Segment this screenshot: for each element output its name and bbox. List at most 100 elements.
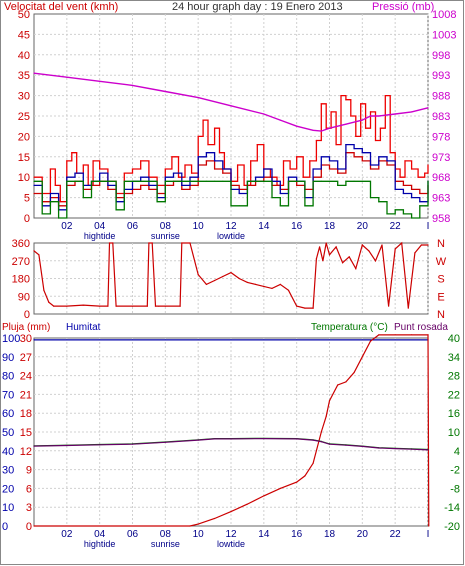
avg-series-point	[172, 172, 175, 174]
avg-series-point	[214, 160, 216, 162]
wind-series-point	[222, 172, 224, 174]
min-series-point	[90, 180, 93, 182]
gust-series-point	[207, 144, 209, 146]
wind-direction-series-point	[361, 244, 363, 246]
pressure-tick-label: 978	[432, 131, 450, 143]
pressure-series-point	[320, 130, 322, 132]
wind-direction-series-point	[255, 283, 257, 285]
pressure-series-point	[197, 97, 199, 99]
hour-tick-label: 06	[127, 529, 139, 540]
wind-direction-series-point	[342, 262, 344, 264]
min-series-point	[230, 205, 232, 207]
humidity-tick-label: 50	[2, 427, 14, 439]
gust-series-point	[250, 160, 252, 162]
wind-direction-series-point	[148, 242, 150, 244]
wind-direction-series-point	[112, 242, 114, 244]
direction-series	[33, 241, 429, 309]
wind-direction-series-point	[154, 305, 157, 307]
min-series	[34, 180, 429, 219]
rain-series-point	[320, 431, 322, 433]
avg-series-point	[33, 184, 35, 186]
pressure-axis-title: Pressió (mb)	[372, 1, 434, 13]
min-series-point	[172, 180, 175, 182]
dewpoint-series-point	[312, 439, 314, 441]
wind-series-point	[411, 188, 413, 190]
direction-tick-label: 180	[12, 274, 30, 286]
humidity-tick-label: 100	[2, 333, 20, 345]
wind-tick-label: 15	[18, 152, 30, 164]
pressure-series-point	[411, 111, 413, 113]
gust-series-point	[325, 127, 327, 129]
min-series-point	[312, 180, 314, 182]
wind-direction-series-point	[230, 272, 232, 274]
wind-series-point	[369, 168, 372, 170]
avg-series-point	[287, 176, 290, 178]
rain-series-point	[325, 415, 327, 417]
humidity-ticks: 0 10 20 30 40 50 60 70 80 90 100	[2, 333, 20, 533]
wind-direction-series-point	[222, 275, 224, 278]
wind-direction-series-point	[420, 244, 422, 246]
min-series-point	[402, 213, 404, 215]
wind-direction-series-point	[322, 260, 324, 262]
avg-series-point	[66, 176, 68, 178]
wind-direction-series-point	[296, 305, 298, 307]
avg-series-point	[411, 197, 413, 199]
wind-direction-series-point	[158, 305, 160, 307]
rain-tick-label: 18	[20, 408, 32, 420]
gust-series-point	[289, 168, 291, 170]
temperature-tick-label: 28	[448, 371, 460, 383]
direction-degree-ticks: 0 90 180 270 360	[12, 238, 30, 321]
gust-series-point	[202, 119, 204, 121]
tide-sun-annotations-bottom: hightide sunrise lowtide	[84, 539, 245, 549]
min-series-point	[49, 201, 52, 203]
min-series-point	[74, 180, 76, 182]
hour-tick-label: 20	[357, 221, 369, 232]
hour-ticks-bottom: 02 04 06 08 10 12 14 16 18 20 22 I	[61, 529, 429, 540]
humidity-tick-label: 10	[2, 502, 14, 514]
rain-series-point	[328, 400, 331, 402]
humidity-tick-label: 40	[2, 446, 14, 458]
temperature-tick-label: 22	[448, 389, 460, 401]
pressure-series-point	[263, 113, 265, 115]
wind-pressure-series	[33, 72, 429, 219]
pressure-tick-label: 963	[432, 193, 450, 205]
gust-series-point	[92, 160, 94, 162]
wind-direction-series-point	[99, 305, 101, 307]
pressure-series-point	[279, 119, 281, 121]
gust-series-point	[164, 168, 166, 170]
min-series-point	[222, 180, 224, 182]
gust-series-point	[54, 184, 56, 186]
wind-direction-series-point	[271, 287, 273, 289]
rain-tick-label: 12	[20, 446, 32, 458]
hour-tick-label: 14	[258, 221, 270, 232]
annotation-sunrise: sunrise	[151, 539, 180, 549]
wind-direction-series-point	[181, 242, 183, 244]
avg-series-point	[279, 192, 281, 195]
min-series-point	[296, 180, 298, 182]
min-series-point	[131, 180, 134, 182]
dewpoint-series-point	[394, 448, 396, 450]
avg-series-point	[328, 160, 331, 162]
rain-series-point	[369, 340, 372, 342]
hour-tick-label: 08	[160, 221, 172, 232]
hour-tick-label: 22	[390, 529, 402, 540]
gust-series-point	[66, 160, 68, 162]
wind-series-point	[337, 172, 339, 174]
humidity-tick-label: 20	[2, 483, 14, 495]
min-series-point	[214, 180, 216, 182]
wind-tick-label: 10	[18, 172, 30, 184]
rain-temperature-panel: 0 10 20 30 40 50 60 70 80 90 100 0 3 6 9 12 15 18 21 24 27 3…	[2, 333, 460, 549]
wind-direction-series-point	[66, 305, 68, 307]
gust-series-point	[256, 144, 258, 146]
wind-direction-series-point	[164, 305, 166, 307]
wind-series-point	[353, 156, 355, 158]
avg-series-point	[164, 176, 166, 178]
wind-direction-series-point	[381, 244, 383, 246]
direction-tick-label: 360	[12, 238, 30, 250]
min-series-point	[205, 180, 207, 182]
rain-temperature-series	[33, 334, 430, 527]
annotation-hightide: hightide	[84, 539, 116, 549]
